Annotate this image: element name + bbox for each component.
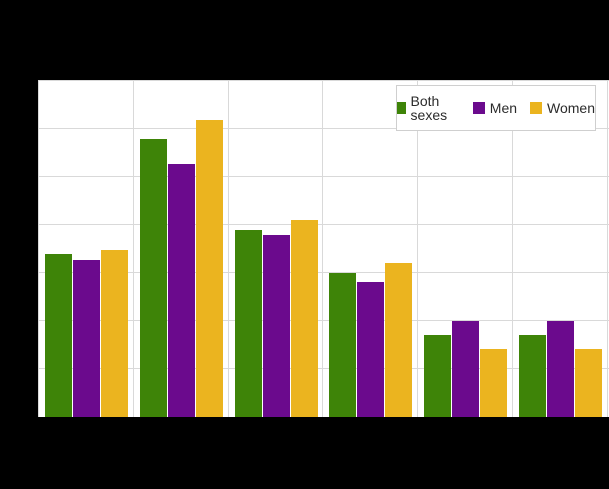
x-axis-label-area [0,417,609,489]
gridline-horizontal [38,224,609,226]
gridline-vertical [417,80,418,417]
legend-item-women[interactable]: Women [530,101,595,115]
gridline-horizontal [38,128,609,130]
bar-both-sexes-group1 [45,253,72,417]
bar-both-sexes-group4 [329,272,357,417]
bar-men-group3 [262,235,290,417]
bar-women-group5 [480,348,507,417]
bar-both-sexes-group3 [234,229,262,417]
legend-label-both-sexes: Both sexes [410,93,448,123]
legend-swatch-both-sexes [397,102,406,114]
bar-men-group2 [167,164,195,417]
legend-label-men: Men [489,100,518,116]
legend-swatch-men [472,102,485,114]
gridline-horizontal [38,368,609,370]
gridline-vertical [322,80,324,417]
legend-item-both-sexes[interactable]: Both sexes [397,94,460,122]
legend-label-women: Women [547,100,595,116]
bar-both-sexes-group2 [139,139,167,417]
gridline-vertical [38,80,39,417]
bar-men-group4 [357,282,385,417]
bar-men-group6 [546,320,574,417]
gridline-vertical [227,80,229,417]
legend-item-men[interactable]: Men [472,100,518,116]
gridline-horizontal [38,320,609,322]
legend: Both sexes Men Women [396,85,596,131]
bar-men-group1 [73,260,100,417]
y-axis-label-area [0,80,38,417]
gridline-horizontal [38,272,609,274]
bar-both-sexes-group5 [424,335,451,417]
gridline-horizontal [38,80,609,81]
gridline-vertical [606,80,608,417]
title-area [0,0,609,80]
bar-women-group4 [385,263,413,417]
legend-swatch-women [530,102,543,114]
gridline-vertical [132,80,134,417]
bar-both-sexes-group6 [518,335,546,417]
gridline-horizontal [38,176,609,178]
plot-area: Both sexes Men Women [38,80,609,417]
bar-women-group1 [101,249,128,417]
bar-women-group3 [290,219,318,417]
bar-women-group2 [195,120,223,417]
gridline-vertical [511,80,513,417]
bar-men-group5 [452,320,479,417]
bar-women-group6 [574,348,602,417]
